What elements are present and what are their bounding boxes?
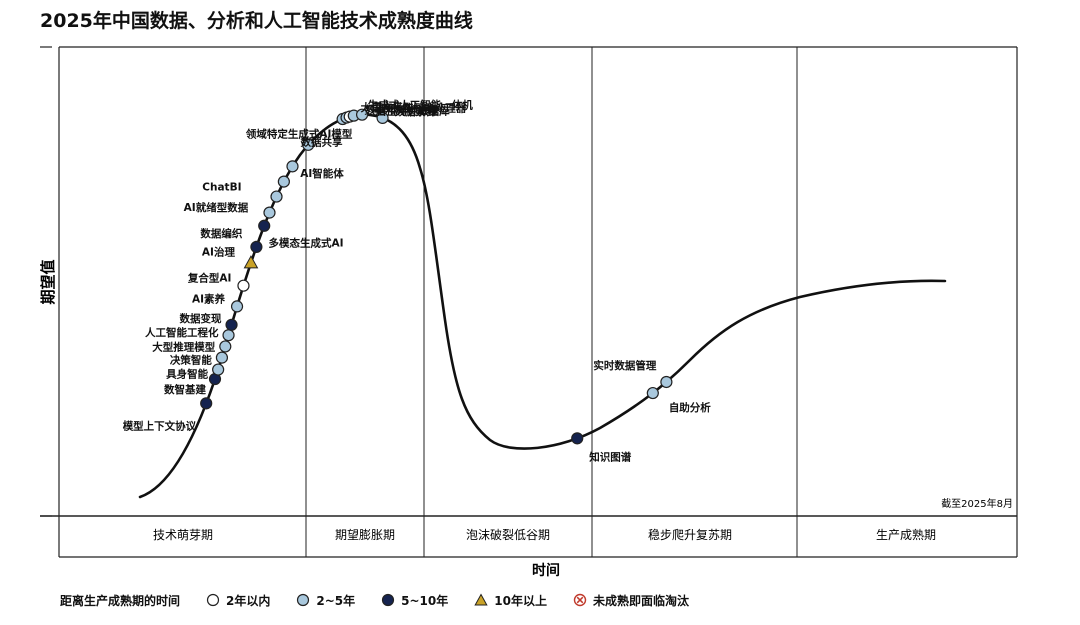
hype-cycle-chart: 技术萌芽期 期望膨胀期 泡沫破裂低谷期 稳步爬升复苏期 生产成熟期 时间 期望值… <box>39 46 1018 579</box>
legend-item-obsolete: 未成熟即面临淘汰 <box>573 592 689 609</box>
tech-label-25: 自助分析 <box>669 401 711 414</box>
tech-point-5 <box>219 340 232 353</box>
phase-label-innovation: 技术萌芽期 <box>153 528 213 542</box>
tech-point-7 <box>225 318 238 331</box>
tech-point-11 <box>250 240 263 254</box>
tech-label-13: ChatBI <box>202 182 241 194</box>
tech-label-1: 模型上下文协议 <box>123 419 197 432</box>
legend-item-5to10: 5~10年 <box>381 592 448 609</box>
legend-light-blue-circle-icon <box>297 593 310 607</box>
tech-point-22 <box>355 108 369 121</box>
phase-label-slope: 稳步爬升复苏期 <box>648 527 732 542</box>
tech-label-16: 数据共享 <box>299 135 342 148</box>
tech-label-14: 多模态生成式AI <box>269 237 344 250</box>
tech-point-10 <box>243 255 259 269</box>
legend-item-2to5: 2~5年 <box>296 592 355 609</box>
tech-point-8 <box>230 300 244 313</box>
tech-point-13 <box>263 206 276 219</box>
tech-point-1 <box>200 397 213 410</box>
tech-label-5: 大型推理模型 <box>152 340 215 353</box>
tech-point-16 <box>286 160 299 173</box>
tech-point-14 <box>270 190 283 203</box>
tech-point-9 <box>237 279 250 292</box>
chart-title: 2025年中国数据、分析和人工智能技术成熟度曲线 <box>40 10 473 32</box>
phase-label-trough: 泡沫破裂低谷期 <box>466 527 550 542</box>
legend-navy-circle-icon <box>382 593 395 607</box>
y-axis-label: 期望值 <box>39 259 57 304</box>
x-axis-label: 时间 <box>532 562 560 579</box>
tech-point-24 <box>571 432 584 445</box>
technology-points <box>200 108 673 445</box>
tech-point-6 <box>222 329 235 342</box>
chart-frame <box>40 46 1018 558</box>
legend-label-2to5: 2~5年 <box>316 593 356 608</box>
legend-item-gt10: 10年以上 <box>474 592 547 609</box>
as-of-note: 截至2025年8月 <box>941 497 1013 510</box>
tech-label-21: 国产人工智能处理器 <box>372 102 467 115</box>
tech-label-26: 实时数据管理 <box>593 359 656 372</box>
legend-label-lt2: 2年以内 <box>226 593 271 608</box>
tech-label-23: 数据素养 <box>394 105 437 118</box>
tech-point-17 <box>302 138 315 151</box>
legend-label-gt10: 10年以上 <box>494 593 547 608</box>
tech-label-20: 生成式人工智能一体机 <box>368 99 473 112</box>
tech-label-22: 自主可控数据库 <box>376 105 450 118</box>
tech-label-8: AI素养 <box>192 292 226 305</box>
tech-point-25 <box>646 386 659 400</box>
legend: 距离生产成熟期的时间 2年以内 2~5年 5~10年 10年以上 未成熟即面临淘… <box>60 591 715 609</box>
tech-point-12 <box>258 219 271 232</box>
legend-label-obsolete: 未成熟即面临淘汰 <box>592 593 689 608</box>
legend-white-circle-icon <box>206 593 220 607</box>
phase-label-peak: 期望膨胀期 <box>335 528 395 542</box>
tech-label-15: 领域特定生成式AI模型 <box>246 128 353 141</box>
tech-label-4: 决策智能 <box>170 354 212 367</box>
tech-label-6: 人工智能工程化 <box>145 326 219 339</box>
tech-label-9: 复合型AI <box>187 272 232 285</box>
tech-label-2: 数智基建 <box>163 383 206 396</box>
hype-curve <box>138 113 947 499</box>
tech-label-10: AI治理 <box>202 246 236 259</box>
tech-label-11: 数据编织 <box>199 227 242 240</box>
tech-label-3: 具身智能 <box>165 368 208 381</box>
tech-point-23 <box>376 111 389 125</box>
legend-gold-triangle-icon <box>474 593 488 606</box>
tech-label-12: AI就绪型数据 <box>184 201 249 214</box>
legend-red-cross-icon <box>573 593 587 607</box>
legend-label-5to10: 5~10年 <box>401 593 449 608</box>
legend-title: 距离生产成熟期的时间 <box>60 593 181 608</box>
tech-label-18: 大语言模型 <box>361 101 414 114</box>
tech-point-3 <box>212 363 225 376</box>
tech-point-4 <box>215 351 229 364</box>
tech-label-17: AI智能体 <box>300 167 344 180</box>
legend-item-lt2: 2年以内 <box>206 592 270 609</box>
phase-label-plateau: 生产成熟期 <box>876 527 936 542</box>
tech-point-15 <box>277 175 290 188</box>
tech-label-24: 知识图谱 <box>589 450 631 463</box>
tech-label-19: 数据和分析治理 <box>364 104 439 117</box>
tech-point-26 <box>660 375 673 389</box>
tech-label-7: 数据变现 <box>179 312 222 325</box>
